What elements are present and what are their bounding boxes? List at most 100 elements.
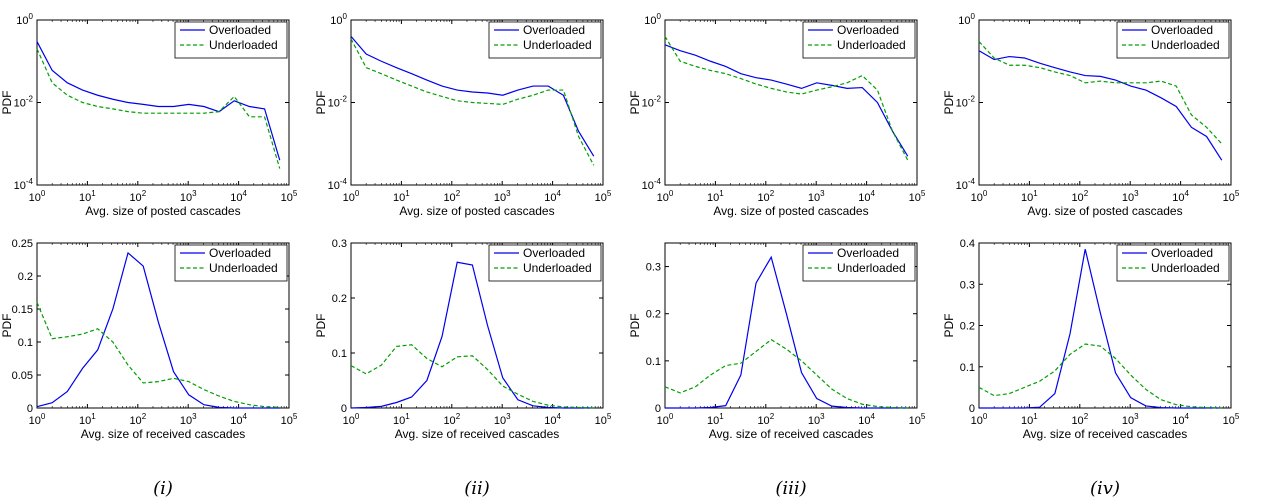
x-tick-label: 103 bbox=[1122, 189, 1139, 204]
x-tick-label: 103 bbox=[808, 412, 825, 427]
x-tick-label: 103 bbox=[180, 189, 197, 204]
legend-label-overloaded: Overloaded bbox=[837, 23, 899, 37]
legend-label-underloaded: Underloaded bbox=[209, 261, 278, 275]
x-axis-label: Avg. size of received cascades bbox=[395, 427, 560, 441]
column-label-4: (iv) bbox=[1090, 478, 1120, 499]
x-tick-label: 104 bbox=[1172, 189, 1189, 204]
y-tick-label: 0.3 bbox=[332, 238, 347, 250]
x-tick-label: 102 bbox=[1071, 412, 1088, 427]
legend-label-overloaded: Overloaded bbox=[1151, 246, 1213, 260]
legend-label-overloaded: Overloaded bbox=[209, 246, 271, 260]
y-tick-label: 100 bbox=[16, 12, 33, 27]
legend-label-overloaded: Overloaded bbox=[523, 23, 585, 37]
x-tick-label: 105 bbox=[595, 189, 612, 204]
x-tick-label: 101 bbox=[707, 189, 724, 204]
legend-label-underloaded: Underloaded bbox=[1151, 261, 1220, 275]
legend-box bbox=[802, 244, 916, 282]
chart-received-2: 100 101 102 103 104 105 0 0.1 0.2 0.3 Avg. size of… bbox=[314, 238, 612, 441]
x-tick-label: 105 bbox=[281, 412, 298, 427]
y-tick-label: 0.15 bbox=[12, 304, 33, 316]
y-axis-label: PDF bbox=[314, 91, 328, 115]
y-tick-label: 10-4 bbox=[642, 177, 662, 192]
y-tick-label: 0.2 bbox=[960, 321, 975, 333]
y-tick-label: 10-4 bbox=[328, 177, 348, 192]
y-tick-label: 10-2 bbox=[642, 95, 662, 110]
x-axis-label: Avg. size of received cascades bbox=[709, 427, 874, 441]
x-tick-label: 104 bbox=[1172, 412, 1189, 427]
y-tick-label: 100 bbox=[644, 12, 661, 27]
y-tick-label: 0 bbox=[341, 403, 347, 415]
x-tick-label: 102 bbox=[1071, 189, 1088, 204]
y-tick-label: 0.1 bbox=[18, 337, 33, 349]
chart-posted-2: 100 101 102 103 104 105 10-4 10-2 100 Avg. size o… bbox=[314, 12, 612, 218]
series-line-underloaded bbox=[664, 338, 908, 409]
series-line-underloaded bbox=[664, 36, 909, 161]
legend-label-underloaded: Underloaded bbox=[523, 261, 592, 275]
y-tick-label: 10-2 bbox=[14, 95, 34, 110]
x-tick-label: 103 bbox=[1122, 412, 1139, 427]
x-tick-label: 100 bbox=[343, 189, 360, 204]
y-tick-label: 10-4 bbox=[14, 177, 34, 192]
y-tick-label: 100 bbox=[330, 12, 347, 27]
legend-label-underloaded: Underloaded bbox=[837, 38, 906, 52]
series-line-overloaded bbox=[979, 249, 1222, 409]
chart-posted-1: 100 101 102 103 104 105 10-4 10-2 100 Avg. size o… bbox=[0, 12, 298, 218]
y-tick-label: 10-2 bbox=[956, 95, 976, 110]
series-line-underloaded bbox=[350, 38, 595, 166]
x-tick-label: 105 bbox=[909, 412, 926, 427]
x-tick-label: 101 bbox=[79, 189, 96, 204]
y-axis-label: PDF bbox=[628, 314, 642, 338]
y-tick-label: 0.2 bbox=[332, 293, 347, 305]
y-tick-label: 0.1 bbox=[332, 348, 347, 360]
x-tick-label: 103 bbox=[494, 412, 511, 427]
y-tick-label: 10-4 bbox=[956, 177, 976, 192]
x-tick-label: 102 bbox=[757, 189, 774, 204]
legend-box bbox=[174, 244, 288, 282]
y-axis-label: PDF bbox=[628, 91, 642, 115]
y-tick-label: 10-2 bbox=[328, 95, 348, 110]
legend-label-underloaded: Underloaded bbox=[209, 38, 278, 52]
x-axis-label: Avg. size of received cascades bbox=[1023, 427, 1188, 441]
legend-label-overloaded: Overloaded bbox=[1151, 23, 1213, 37]
y-tick-label: 0.3 bbox=[960, 279, 975, 291]
series-line-underloaded bbox=[978, 41, 1223, 145]
x-axis-label: Avg. size of posted cascades bbox=[1027, 204, 1182, 218]
x-tick-label: 102 bbox=[129, 412, 146, 427]
y-tick-label: 0 bbox=[27, 403, 33, 415]
x-tick-label: 104 bbox=[858, 412, 875, 427]
x-axis-label: Avg. size of posted cascades bbox=[399, 204, 554, 218]
x-tick-label: 102 bbox=[129, 189, 146, 204]
column-label-2: (ii) bbox=[464, 478, 490, 499]
chart-received-3: 100 101 102 103 104 105 0 0.1 0.2 0.3 Avg. size of… bbox=[628, 242, 926, 441]
series-line-overloaded bbox=[978, 50, 1223, 161]
chart-posted-3: 100 101 102 103 104 105 10-4 10-2 100 Avg. size o… bbox=[628, 12, 926, 218]
legend-box bbox=[488, 244, 602, 282]
x-tick-label: 101 bbox=[1021, 412, 1038, 427]
x-tick-label: 105 bbox=[281, 189, 298, 204]
x-tick-label: 100 bbox=[657, 189, 674, 204]
x-tick-label: 105 bbox=[909, 189, 926, 204]
x-tick-label: 104 bbox=[858, 189, 875, 204]
legend-label-overloaded: Overloaded bbox=[209, 23, 271, 37]
y-tick-label: 0 bbox=[969, 403, 975, 415]
x-tick-label: 104 bbox=[230, 189, 247, 204]
y-tick-label: 0.1 bbox=[646, 356, 661, 368]
y-tick-label: 100 bbox=[958, 12, 975, 27]
series-line-overloaded bbox=[350, 36, 595, 157]
y-axis-label: PDF bbox=[942, 314, 956, 338]
x-tick-label: 100 bbox=[971, 189, 988, 204]
y-tick-label: 0.25 bbox=[12, 238, 33, 250]
x-tick-label: 102 bbox=[757, 412, 774, 427]
y-axis-label: PDF bbox=[314, 314, 328, 338]
y-tick-label: 0.05 bbox=[12, 370, 33, 382]
y-tick-label: 0 bbox=[655, 403, 661, 415]
x-axis-label: Avg. size of posted cascades bbox=[713, 204, 868, 218]
y-axis-label: PDF bbox=[942, 91, 956, 115]
x-tick-label: 101 bbox=[707, 412, 724, 427]
